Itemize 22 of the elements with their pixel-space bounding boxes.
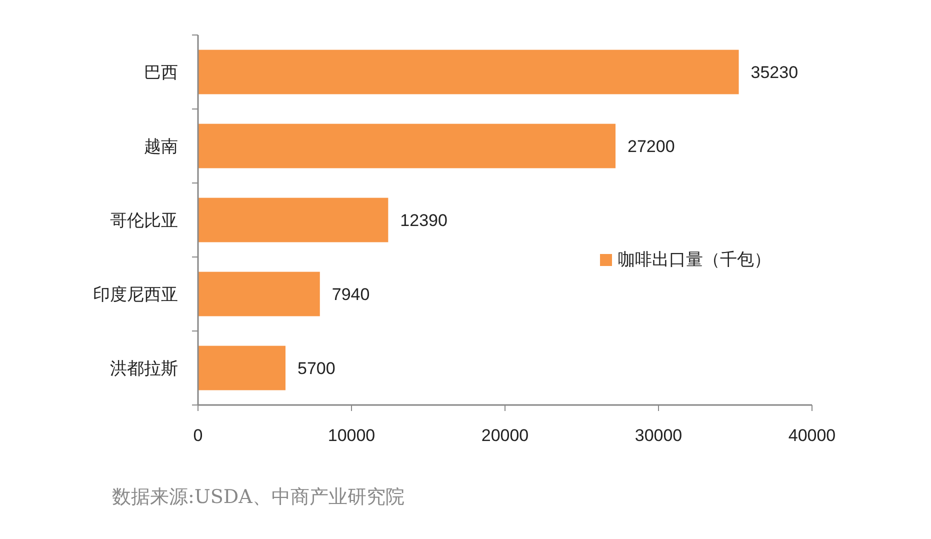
y-tick-label: 巴西	[144, 63, 178, 82]
bar	[198, 346, 286, 390]
bar	[198, 272, 320, 316]
y-tick-label: 哥伦比亚	[110, 211, 178, 230]
data-label: 5700	[297, 359, 336, 378]
bar	[198, 50, 739, 94]
x-tick-label: 0	[193, 426, 203, 445]
x-tick-label: 40000	[788, 426, 836, 445]
source-note: 数据来源:USDA、中商产业研究院	[112, 486, 404, 508]
y-tick-label: 洪都拉斯	[110, 359, 178, 378]
x-tick-label: 10000	[328, 426, 376, 445]
bar	[198, 124, 616, 168]
data-label: 7940	[332, 285, 370, 304]
bar	[198, 198, 388, 242]
x-tick-label: 20000	[481, 426, 529, 445]
legend-label: 咖啡出口量（千包）	[618, 250, 771, 269]
data-label: 27200	[628, 137, 675, 156]
x-tick-label: 30000	[634, 426, 682, 445]
y-tick-label: 印度尼西亚	[93, 285, 178, 304]
data-label: 35230	[750, 63, 798, 82]
data-label: 12390	[400, 211, 448, 230]
y-tick-label: 越南	[144, 137, 178, 156]
